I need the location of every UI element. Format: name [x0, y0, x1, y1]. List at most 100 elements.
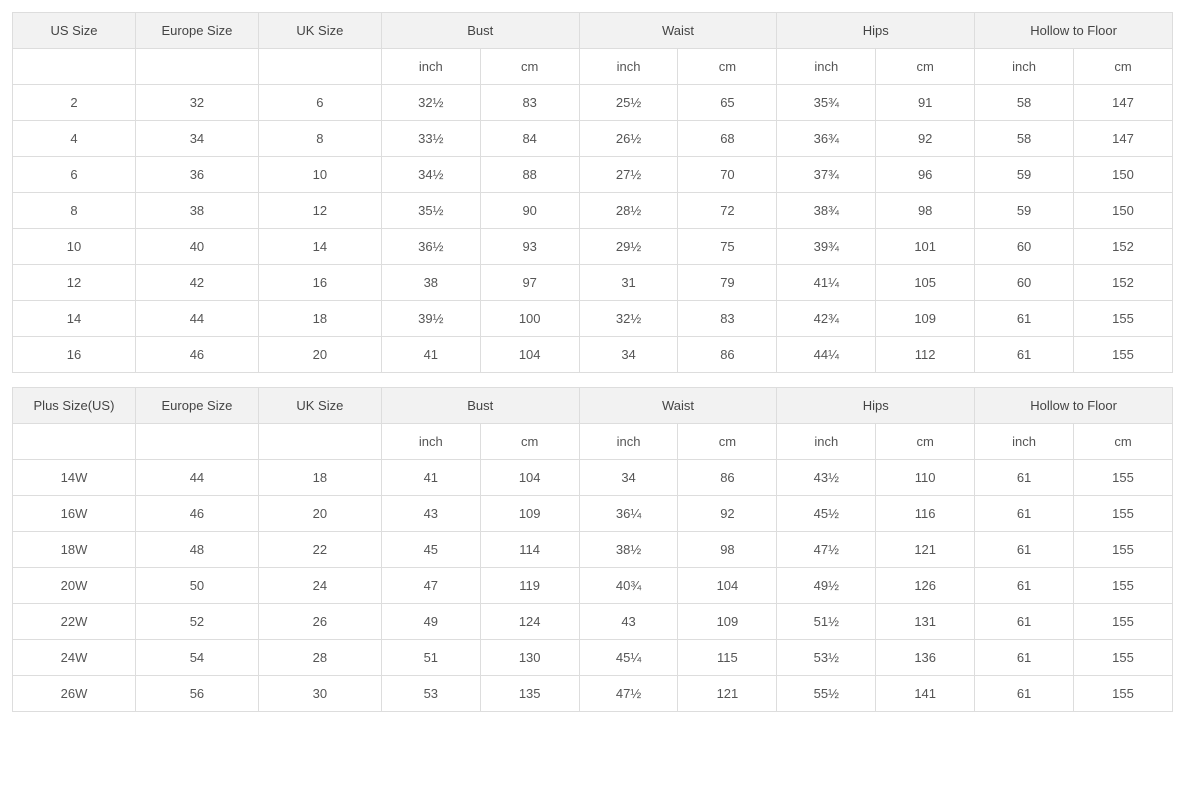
col-uk-size: UK Size [258, 13, 381, 49]
table-row: 232632½8325½6535¾9158147 [13, 85, 1173, 121]
waist-cm-cell: 86 [678, 337, 777, 373]
unit-cm: cm [1073, 49, 1172, 85]
size-chart-standard: US Size Europe Size UK Size Bust Waist H… [12, 12, 1173, 373]
hollow-inch-cell: 60 [975, 265, 1074, 301]
europe-cell: 32 [135, 85, 258, 121]
bust-inch-cell: 35½ [381, 193, 480, 229]
hollow-inch-cell: 61 [975, 676, 1074, 712]
unit-cm: cm [876, 424, 975, 460]
waist-inch-cell: 36¼ [579, 496, 678, 532]
waist-cm-cell: 109 [678, 604, 777, 640]
bust-inch-cell: 36½ [381, 229, 480, 265]
hips-cm-cell: 96 [876, 157, 975, 193]
unit-inch: inch [381, 49, 480, 85]
waist-inch-cell: 29½ [579, 229, 678, 265]
col-waist: Waist [579, 388, 777, 424]
hips-cm-cell: 121 [876, 532, 975, 568]
uk-cell: 6 [258, 85, 381, 121]
unit-inch: inch [381, 424, 480, 460]
waist-inch-cell: 26½ [579, 121, 678, 157]
europe-cell: 48 [135, 532, 258, 568]
europe-cell: 38 [135, 193, 258, 229]
unit-cm: cm [480, 49, 579, 85]
europe-cell: 56 [135, 676, 258, 712]
bust-cm-cell: 90 [480, 193, 579, 229]
table-row: 16W46204310936¼9245½11661155 [13, 496, 1173, 532]
hollow-cm-cell: 155 [1073, 676, 1172, 712]
hollow-cm-cell: 155 [1073, 532, 1172, 568]
europe-cell: 54 [135, 640, 258, 676]
waist-inch-cell: 34 [579, 460, 678, 496]
uk-cell: 18 [258, 301, 381, 337]
col-plus-size: Plus Size(US) [13, 388, 136, 424]
hollow-inch-cell: 61 [975, 460, 1074, 496]
table-row: 18W48224511438½9847½12161155 [13, 532, 1173, 568]
hollow-inch-cell: 59 [975, 157, 1074, 193]
col-uk-size: UK Size [258, 388, 381, 424]
bust-cm-cell: 114 [480, 532, 579, 568]
waist-cm-cell: 70 [678, 157, 777, 193]
europe-cell: 40 [135, 229, 258, 265]
blank-cell [258, 424, 381, 460]
europe-cell: 50 [135, 568, 258, 604]
hips-cm-cell: 91 [876, 85, 975, 121]
bust-cm-cell: 104 [480, 337, 579, 373]
hollow-cm-cell: 147 [1073, 85, 1172, 121]
col-hollow: Hollow to Floor [975, 388, 1173, 424]
bust-inch-cell: 32½ [381, 85, 480, 121]
hollow-inch-cell: 61 [975, 568, 1074, 604]
bust-cm-cell: 88 [480, 157, 579, 193]
waist-inch-cell: 45¼ [579, 640, 678, 676]
hips-inch-cell: 45½ [777, 496, 876, 532]
blank-cell [258, 49, 381, 85]
uk-cell: 28 [258, 640, 381, 676]
table-body-plus: inch cm inch cm inch cm inch cm 14W44184… [13, 424, 1173, 712]
hips-inch-cell: 44¼ [777, 337, 876, 373]
hips-cm-cell: 136 [876, 640, 975, 676]
waist-inch-cell: 27½ [579, 157, 678, 193]
europe-cell: 36 [135, 157, 258, 193]
waist-cm-cell: 72 [678, 193, 777, 229]
bust-cm-cell: 100 [480, 301, 579, 337]
unit-cm: cm [876, 49, 975, 85]
hollow-inch-cell: 61 [975, 640, 1074, 676]
table-row: 8381235½9028½7238¾9859150 [13, 193, 1173, 229]
hollow-inch-cell: 58 [975, 121, 1074, 157]
bust-inch-cell: 41 [381, 460, 480, 496]
uk-cell: 20 [258, 496, 381, 532]
bust-cm-cell: 130 [480, 640, 579, 676]
unit-cm: cm [1073, 424, 1172, 460]
hollow-cm-cell: 155 [1073, 604, 1172, 640]
europe-cell: 46 [135, 496, 258, 532]
hips-cm-cell: 105 [876, 265, 975, 301]
hollow-inch-cell: 61 [975, 604, 1074, 640]
col-hips: Hips [777, 388, 975, 424]
bust-inch-cell: 53 [381, 676, 480, 712]
bust-cm-cell: 97 [480, 265, 579, 301]
uk-cell: 22 [258, 532, 381, 568]
table-row: 20W50244711940¾10449½12661155 [13, 568, 1173, 604]
hips-cm-cell: 110 [876, 460, 975, 496]
size-cell: 26W [13, 676, 136, 712]
waist-inch-cell: 47½ [579, 676, 678, 712]
uk-cell: 26 [258, 604, 381, 640]
size-chart-plus: Plus Size(US) Europe Size UK Size Bust W… [12, 387, 1173, 712]
size-cell: 18W [13, 532, 136, 568]
uk-cell: 14 [258, 229, 381, 265]
col-bust: Bust [381, 388, 579, 424]
hollow-cm-cell: 147 [1073, 121, 1172, 157]
uk-cell: 10 [258, 157, 381, 193]
waist-cm-cell: 79 [678, 265, 777, 301]
waist-cm-cell: 115 [678, 640, 777, 676]
waist-cm-cell: 83 [678, 301, 777, 337]
hips-cm-cell: 116 [876, 496, 975, 532]
bust-inch-cell: 47 [381, 568, 480, 604]
hollow-inch-cell: 58 [975, 85, 1074, 121]
waist-cm-cell: 98 [678, 532, 777, 568]
hips-cm-cell: 109 [876, 301, 975, 337]
waist-cm-cell: 92 [678, 496, 777, 532]
bust-cm-cell: 109 [480, 496, 579, 532]
unit-cm: cm [480, 424, 579, 460]
uk-cell: 12 [258, 193, 381, 229]
waist-cm-cell: 65 [678, 85, 777, 121]
